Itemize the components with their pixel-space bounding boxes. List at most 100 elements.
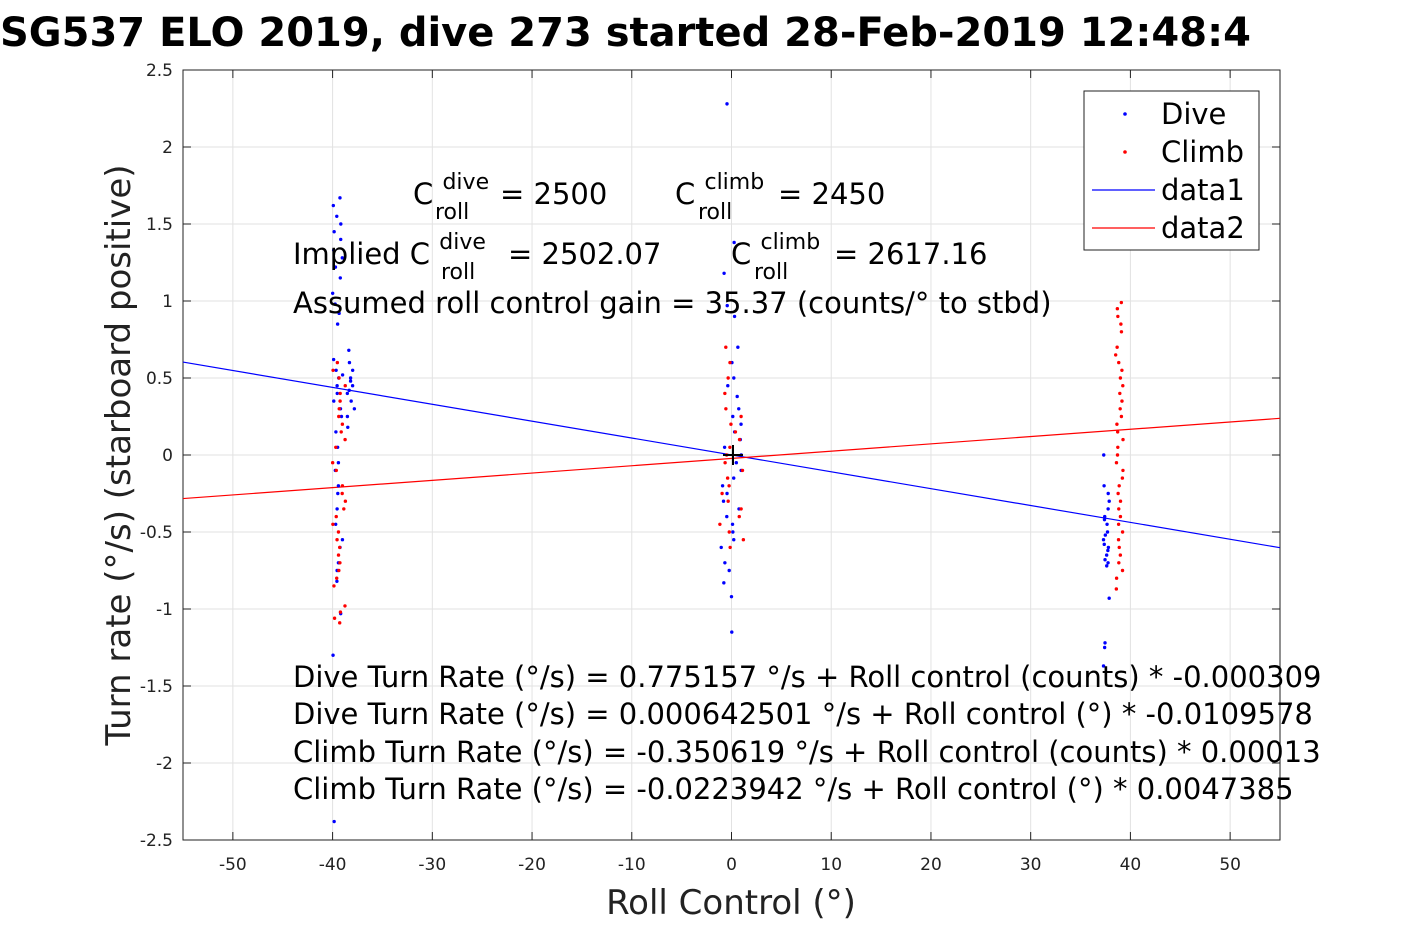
point-dive	[1106, 491, 1110, 496]
point-dive	[1105, 564, 1109, 568]
point-climb	[334, 468, 339, 473]
point-dive	[1102, 517, 1107, 522]
origin-crosshair	[723, 445, 743, 465]
point-climb	[337, 568, 341, 573]
point-climb	[739, 414, 743, 419]
c-sub-roll: roll	[698, 200, 732, 225]
point-climb	[343, 499, 348, 503]
point-dive	[333, 302, 337, 306]
point-climb	[1117, 507, 1121, 511]
point-dive	[1106, 548, 1110, 553]
point-dive	[1106, 561, 1110, 565]
point-climb	[343, 437, 347, 442]
y-tick-label: 1	[162, 292, 173, 312]
legend-marker-climb	[1123, 150, 1127, 154]
point-climb	[1114, 461, 1119, 465]
point-dive	[352, 407, 357, 411]
point-climb	[1120, 476, 1125, 480]
point-climb	[1121, 468, 1125, 473]
x-axis-label: Roll Control (°)	[606, 883, 856, 923]
point-climb	[1120, 568, 1125, 573]
c-base: C	[731, 237, 751, 271]
point-dive	[720, 484, 725, 488]
point-climb	[725, 476, 730, 480]
point-dive	[345, 414, 350, 419]
point-dive	[725, 491, 729, 496]
chart-title: SG537 ELO 2019, dive 273 started 28-Feb-…	[0, 10, 1251, 56]
point-climb	[340, 491, 344, 496]
point-climb	[338, 561, 342, 565]
x-axis-ticks: -50 -40 -30 -20 -10 0 10 20 30 40 50	[219, 70, 1241, 875]
x-tick-label: -10	[618, 855, 646, 875]
point-dive	[337, 311, 341, 316]
point-dive	[1103, 514, 1107, 519]
x-tick-label: -30	[418, 855, 446, 875]
point-climb	[1120, 399, 1124, 403]
point-dive	[334, 368, 338, 372]
y-tick-label: 1.5	[146, 215, 173, 235]
point-climb	[335, 360, 340, 365]
point-dive	[731, 530, 735, 534]
point-dive	[1105, 522, 1109, 526]
point-climb	[1115, 430, 1120, 434]
point-climb	[741, 538, 746, 542]
point-dive	[1101, 664, 1106, 668]
point-climb	[1118, 499, 1123, 503]
point-dive	[1103, 641, 1107, 645]
implied-value: = 2502.07	[508, 237, 661, 271]
point-climb	[1116, 445, 1120, 449]
point-climb	[1116, 491, 1120, 496]
x-tick-label: -50	[219, 855, 247, 875]
point-dive	[339, 414, 344, 419]
legend-marker-dive	[1123, 112, 1127, 116]
point-dive	[335, 384, 339, 388]
point-dive	[725, 514, 729, 519]
point-dive	[335, 507, 339, 511]
point-dive	[1102, 645, 1107, 650]
implied-prefix: Implied C	[293, 237, 430, 271]
point-climb	[723, 391, 727, 396]
point-dive	[333, 265, 338, 269]
annotation-implied-dive: Implied C dive roll = 2502.07	[293, 222, 661, 286]
x-tick-label: 0	[726, 855, 737, 875]
point-climb	[336, 553, 341, 557]
point-climb	[1119, 300, 1124, 305]
point-dive	[336, 461, 341, 465]
point-climb	[1113, 353, 1118, 357]
point-climb	[338, 621, 342, 625]
point-climb	[728, 545, 732, 550]
point-climb	[331, 368, 335, 372]
point-climb	[337, 376, 341, 380]
point-climb	[728, 445, 732, 449]
point-dive	[719, 545, 723, 550]
point-climb	[1120, 368, 1124, 372]
point-dive	[338, 276, 342, 280]
point-dive	[333, 522, 338, 526]
point-climb	[720, 491, 724, 496]
point-climb	[336, 530, 341, 534]
point-climb	[737, 437, 742, 442]
point-dive	[727, 568, 731, 573]
point-climb	[337, 407, 341, 411]
point-climb	[340, 422, 345, 426]
y-tick-label: 2.5	[146, 61, 173, 81]
point-dive	[338, 196, 342, 200]
point-climb	[1117, 360, 1121, 365]
fit-equation-climb-counts: Climb Turn Rate (°/s) = -0.350619 °/s + …	[293, 735, 1321, 769]
x-tick-label: 30	[1020, 855, 1042, 875]
point-dive	[732, 240, 736, 245]
point-climb	[1117, 484, 1121, 488]
point-climb	[332, 616, 337, 620]
point-climb	[1115, 307, 1120, 311]
x-tick-label: 50	[1219, 855, 1241, 875]
point-climb	[1116, 314, 1120, 319]
point-dive	[735, 394, 739, 399]
c-value: = 2500	[500, 177, 607, 211]
point-climb	[739, 507, 743, 511]
point-climb	[1118, 407, 1122, 411]
point-dive	[1105, 530, 1110, 534]
c-value: = 2617.16	[834, 237, 987, 271]
point-dive	[339, 237, 343, 242]
y-tick-label: 0	[162, 446, 173, 466]
y-tick-label: 0.5	[146, 369, 173, 389]
